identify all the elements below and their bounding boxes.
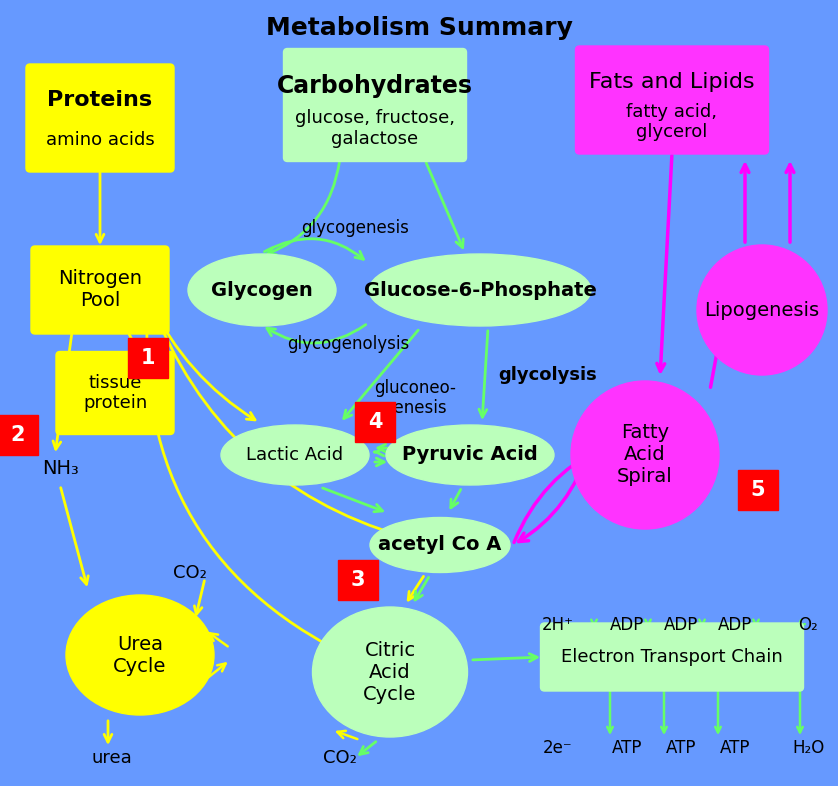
Ellipse shape — [697, 245, 827, 375]
Text: gluconeo-
genesis: gluconeo- genesis — [374, 379, 456, 417]
Text: amino acids: amino acids — [45, 131, 154, 149]
Ellipse shape — [386, 425, 554, 485]
Text: Electron Transport Chain: Electron Transport Chain — [561, 648, 783, 666]
FancyBboxPatch shape — [56, 351, 174, 435]
Text: ADP: ADP — [718, 616, 753, 634]
FancyBboxPatch shape — [738, 470, 778, 510]
FancyBboxPatch shape — [0, 415, 38, 455]
Text: ATP: ATP — [612, 739, 642, 757]
FancyBboxPatch shape — [338, 560, 378, 600]
Ellipse shape — [370, 517, 510, 572]
Text: Glucose-6-Phosphate: Glucose-6-Phosphate — [364, 281, 597, 299]
Text: 3: 3 — [351, 570, 365, 590]
Text: 2e⁻: 2e⁻ — [543, 739, 573, 757]
Text: Fatty
Acid
Spiral: Fatty Acid Spiral — [617, 424, 673, 487]
Text: 4: 4 — [368, 412, 382, 432]
Ellipse shape — [571, 381, 719, 529]
Text: CO₂: CO₂ — [173, 564, 207, 582]
Text: acetyl Co A: acetyl Co A — [378, 535, 502, 554]
Text: CO₂: CO₂ — [323, 749, 357, 767]
Text: Nitrogen
Pool: Nitrogen Pool — [58, 270, 142, 310]
Text: Citric
Acid
Cycle: Citric Acid Cycle — [364, 641, 416, 703]
Text: tissue
protein: tissue protein — [83, 373, 147, 413]
Ellipse shape — [313, 607, 468, 737]
Ellipse shape — [221, 425, 369, 485]
FancyBboxPatch shape — [355, 402, 395, 442]
FancyBboxPatch shape — [26, 64, 174, 172]
Text: Metabolism Summary: Metabolism Summary — [266, 16, 572, 40]
FancyBboxPatch shape — [283, 49, 467, 161]
Text: H₂O: H₂O — [792, 739, 824, 757]
Text: Glycogen: Glycogen — [211, 281, 313, 299]
Text: fatty acid,
glycerol: fatty acid, glycerol — [627, 103, 717, 141]
Text: O₂: O₂ — [798, 616, 818, 634]
Text: Lipogenesis: Lipogenesis — [705, 300, 820, 319]
Text: ATP: ATP — [720, 739, 750, 757]
Text: urea: urea — [91, 749, 132, 767]
FancyBboxPatch shape — [31, 246, 169, 334]
Text: NH₃: NH₃ — [42, 458, 79, 478]
Ellipse shape — [369, 254, 591, 326]
Text: glucose, fructose,
galactose: glucose, fructose, galactose — [295, 108, 455, 148]
Text: Urea
Cycle: Urea Cycle — [113, 634, 167, 675]
Text: ADP: ADP — [610, 616, 644, 634]
Text: 2: 2 — [11, 425, 25, 445]
FancyBboxPatch shape — [128, 338, 168, 378]
FancyBboxPatch shape — [541, 623, 804, 691]
FancyBboxPatch shape — [576, 46, 768, 154]
Text: Lactic Acid: Lactic Acid — [246, 446, 344, 464]
Text: 5: 5 — [751, 480, 765, 500]
Text: glycogenolysis: glycogenolysis — [287, 335, 409, 353]
Ellipse shape — [66, 595, 214, 715]
Text: Proteins: Proteins — [48, 90, 153, 110]
Text: Fats and Lipids: Fats and Lipids — [589, 72, 755, 92]
Text: 2H⁺: 2H⁺ — [542, 616, 574, 634]
Text: ADP: ADP — [664, 616, 698, 634]
Text: Pyruvic Acid: Pyruvic Acid — [402, 446, 538, 465]
Ellipse shape — [188, 254, 336, 326]
Text: 1: 1 — [141, 348, 155, 368]
Text: ATP: ATP — [665, 739, 696, 757]
Text: glycolysis: glycolysis — [499, 366, 597, 384]
Text: glycogenesis: glycogenesis — [301, 219, 409, 237]
Text: Carbohydrates: Carbohydrates — [277, 74, 473, 98]
